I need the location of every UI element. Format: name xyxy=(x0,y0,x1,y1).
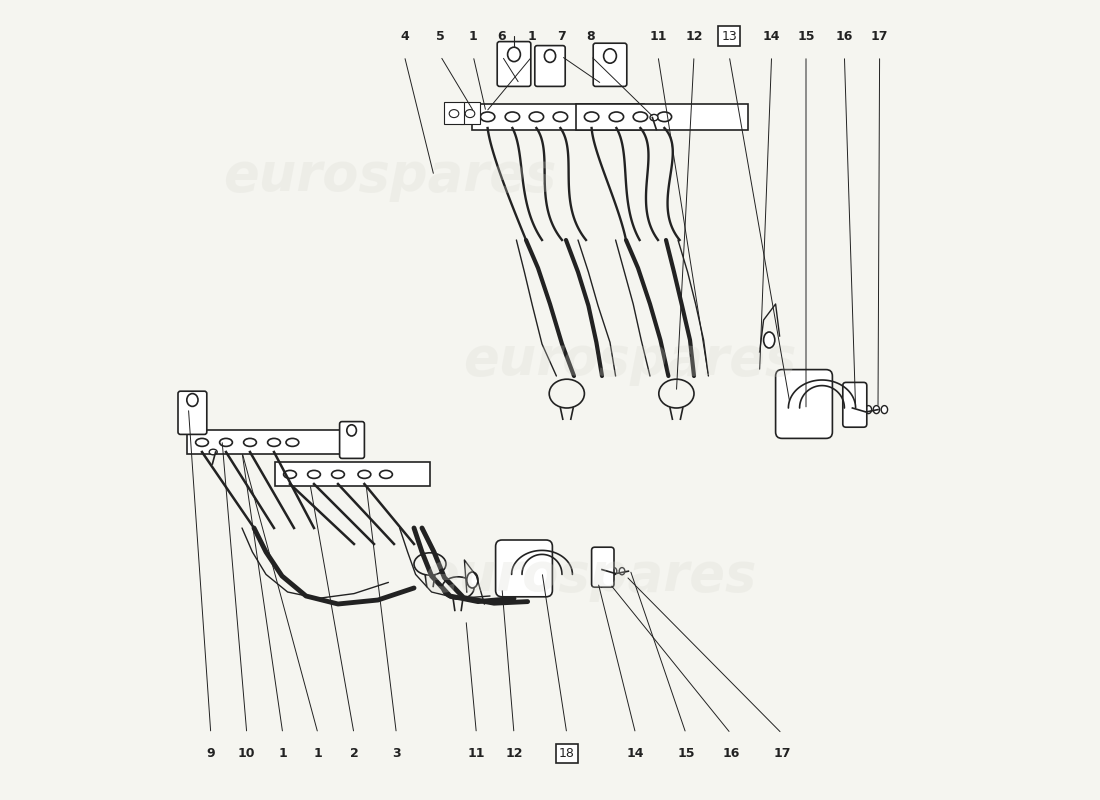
Ellipse shape xyxy=(358,470,371,478)
Text: 5: 5 xyxy=(436,30,444,42)
Ellipse shape xyxy=(619,568,625,574)
FancyBboxPatch shape xyxy=(443,102,464,124)
Ellipse shape xyxy=(481,112,495,122)
Ellipse shape xyxy=(657,112,672,122)
FancyBboxPatch shape xyxy=(275,462,430,486)
Ellipse shape xyxy=(449,110,459,118)
FancyBboxPatch shape xyxy=(472,104,644,130)
Text: 11: 11 xyxy=(649,30,667,42)
Text: 7: 7 xyxy=(557,30,565,42)
Ellipse shape xyxy=(634,112,648,122)
Text: 11: 11 xyxy=(468,747,485,760)
Text: 14: 14 xyxy=(763,30,780,42)
FancyBboxPatch shape xyxy=(592,547,614,587)
Text: 12: 12 xyxy=(505,747,522,760)
Ellipse shape xyxy=(873,406,880,414)
Text: 9: 9 xyxy=(207,747,216,760)
Ellipse shape xyxy=(220,438,232,446)
FancyBboxPatch shape xyxy=(187,430,342,454)
Ellipse shape xyxy=(650,114,658,121)
Ellipse shape xyxy=(187,394,198,406)
Text: 1: 1 xyxy=(278,747,287,760)
FancyBboxPatch shape xyxy=(576,104,748,130)
Ellipse shape xyxy=(881,406,888,414)
Text: 12: 12 xyxy=(685,30,703,42)
Ellipse shape xyxy=(286,438,299,446)
FancyBboxPatch shape xyxy=(496,540,552,597)
Ellipse shape xyxy=(505,112,519,122)
Ellipse shape xyxy=(604,49,616,63)
Ellipse shape xyxy=(465,110,475,118)
Ellipse shape xyxy=(243,438,256,446)
Ellipse shape xyxy=(612,568,617,574)
FancyBboxPatch shape xyxy=(340,422,364,458)
Ellipse shape xyxy=(308,470,320,478)
Text: 1: 1 xyxy=(528,30,537,42)
Ellipse shape xyxy=(346,425,356,436)
Text: 15: 15 xyxy=(798,30,815,42)
Text: 16: 16 xyxy=(836,30,854,42)
FancyBboxPatch shape xyxy=(776,370,833,438)
Ellipse shape xyxy=(209,450,217,454)
Ellipse shape xyxy=(466,572,478,588)
FancyBboxPatch shape xyxy=(497,42,531,86)
Text: 1: 1 xyxy=(314,747,322,760)
Text: 1: 1 xyxy=(469,30,477,42)
Ellipse shape xyxy=(284,470,296,478)
Ellipse shape xyxy=(609,112,624,122)
Text: eurospares: eurospares xyxy=(424,550,757,602)
Ellipse shape xyxy=(544,50,556,62)
Ellipse shape xyxy=(331,470,344,478)
Ellipse shape xyxy=(603,568,608,574)
FancyBboxPatch shape xyxy=(460,102,481,124)
Text: 8: 8 xyxy=(586,30,595,42)
Text: 10: 10 xyxy=(238,747,255,760)
Text: 4: 4 xyxy=(400,30,409,42)
Ellipse shape xyxy=(763,332,774,348)
Text: 14: 14 xyxy=(627,747,645,760)
Text: 3: 3 xyxy=(392,747,400,760)
Text: 2: 2 xyxy=(350,747,359,760)
FancyBboxPatch shape xyxy=(593,43,627,86)
Ellipse shape xyxy=(196,438,208,446)
Text: 17: 17 xyxy=(871,30,889,42)
Text: 6: 6 xyxy=(497,30,506,42)
Ellipse shape xyxy=(866,406,871,414)
Ellipse shape xyxy=(267,438,280,446)
Ellipse shape xyxy=(553,112,568,122)
Text: 18: 18 xyxy=(559,747,574,760)
Text: 13: 13 xyxy=(722,30,737,42)
Ellipse shape xyxy=(379,470,393,478)
FancyBboxPatch shape xyxy=(178,391,207,434)
FancyBboxPatch shape xyxy=(843,382,867,427)
Ellipse shape xyxy=(529,112,543,122)
Text: 15: 15 xyxy=(678,747,695,760)
Text: 16: 16 xyxy=(722,747,739,760)
Text: 17: 17 xyxy=(773,747,791,760)
Text: eurospares: eurospares xyxy=(223,150,557,202)
Text: eurospares: eurospares xyxy=(463,334,796,386)
Ellipse shape xyxy=(507,47,520,62)
FancyBboxPatch shape xyxy=(535,46,565,86)
Ellipse shape xyxy=(584,112,598,122)
